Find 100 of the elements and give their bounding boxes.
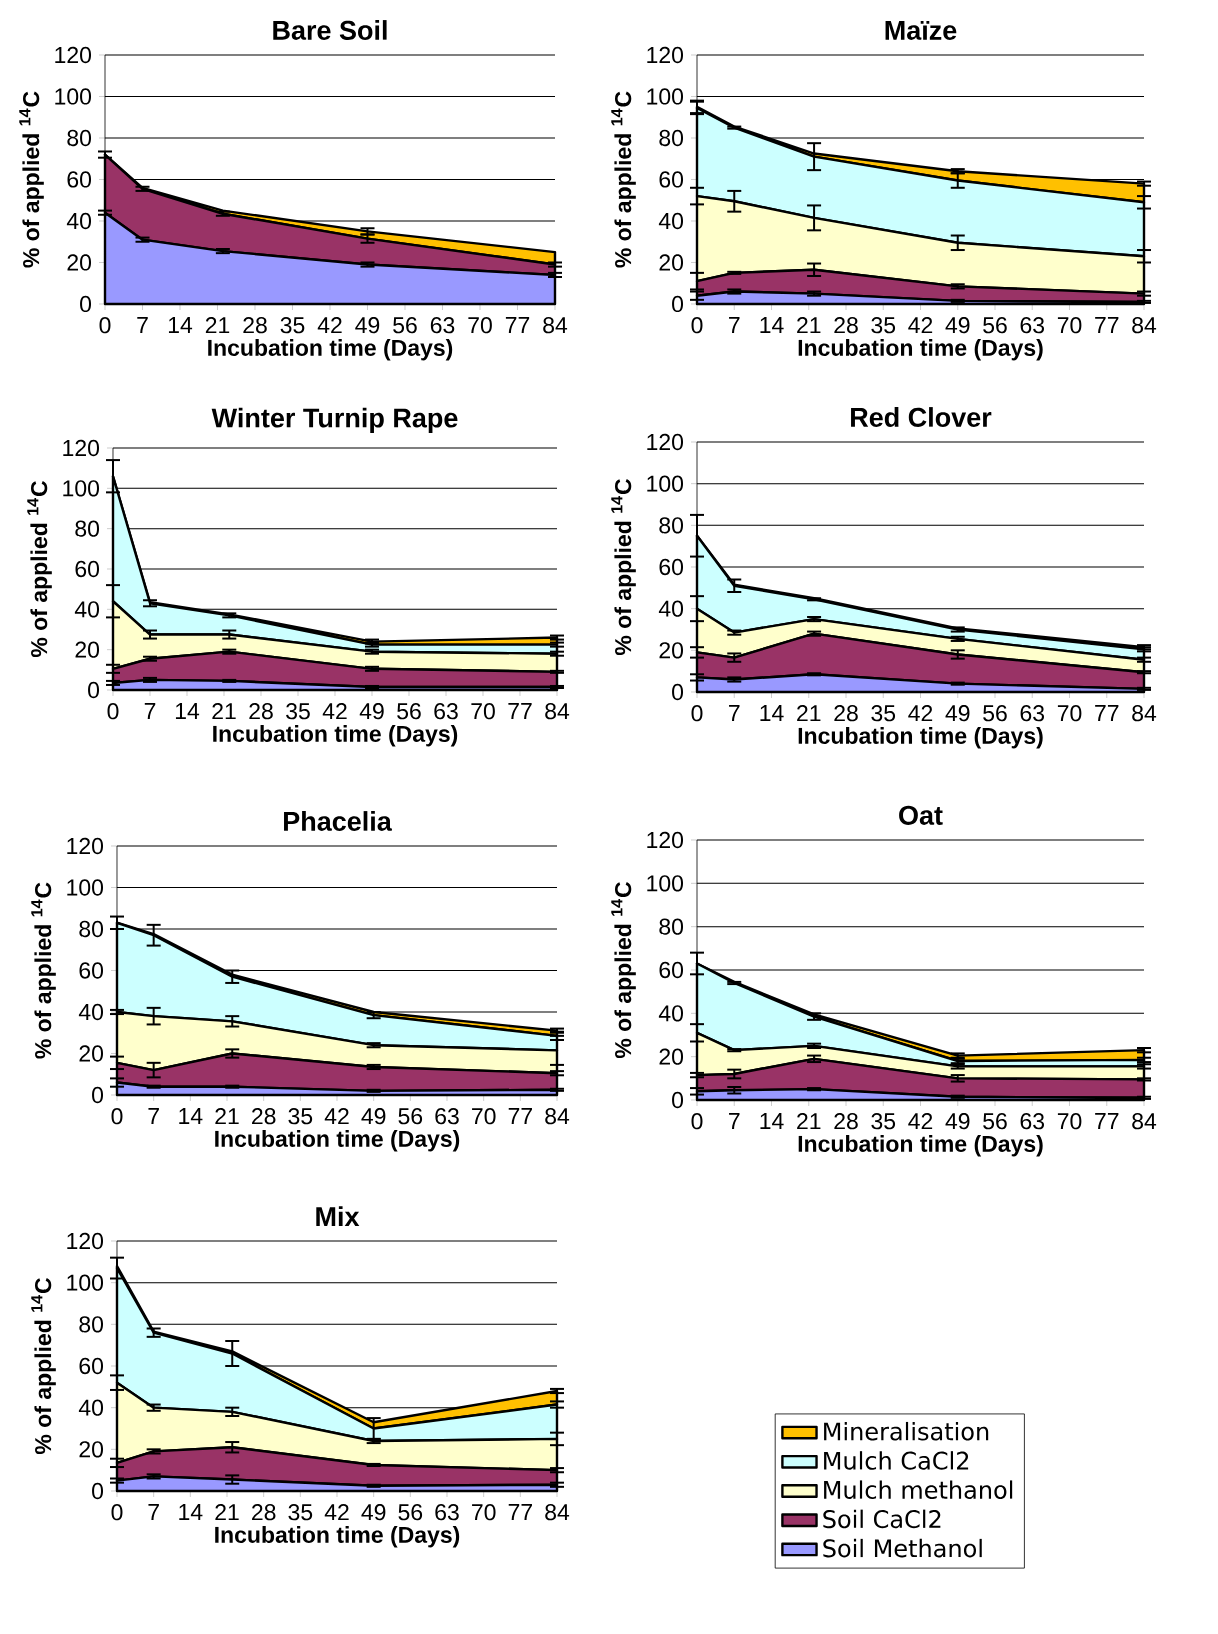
y-tick-label: 120 — [647, 46, 684, 64]
x-tick-label: 0 — [691, 317, 703, 334]
x-tick-label: 42 — [324, 1504, 349, 1521]
x-tick-label: 77 — [505, 317, 530, 333]
legend-label: Soil CaCl2 — [823, 1509, 941, 1529]
x-tick-label: 42 — [908, 317, 933, 334]
x-tick-label: 35 — [286, 703, 310, 720]
y-tick-label: 40 — [66, 212, 92, 230]
x-tick-label: 63 — [435, 1108, 459, 1125]
chart-title: Red Clover — [851, 407, 992, 427]
y-tick-label: 20 — [67, 254, 92, 271]
legend-label: Mulch methanol — [824, 1480, 1013, 1499]
chart-title: Mix — [316, 1206, 360, 1226]
y-tick-label: 80 — [79, 920, 104, 938]
x-tick-label: 84 — [545, 1108, 570, 1125]
y-tick-label: 100 — [647, 475, 684, 492]
x-tick-label: 42 — [908, 705, 933, 722]
x-tick-label: 14 — [175, 703, 200, 719]
x-tick-label: 35 — [288, 1504, 313, 1521]
x-tick-label: 77 — [1095, 317, 1119, 333]
x-tick-label: 21 — [205, 317, 230, 334]
y-tick-label: 0 — [92, 1482, 104, 1500]
x-tick-label: 70 — [472, 1108, 496, 1125]
x-tick-label: 56 — [398, 1108, 423, 1125]
x-tick-label: 63 — [434, 703, 458, 720]
x-axis-title: Incubation time (Days) — [213, 725, 458, 747]
x-tick-label: 35 — [871, 705, 896, 722]
y-tick-label: 120 — [63, 439, 100, 457]
x-tick-label: 0 — [691, 705, 703, 722]
x-tick-label: 84 — [545, 1504, 570, 1521]
x-axis-title: Incubation time (Days) — [215, 1130, 460, 1152]
y-tick-label: 40 — [78, 1003, 104, 1021]
x-tick-label: 21 — [797, 1113, 821, 1130]
x-tick-label: 84 — [543, 317, 568, 334]
x-tick-label: 21 — [797, 705, 821, 722]
y-axis-title: % of applied $^{14}$C — [611, 91, 636, 268]
y-tick-label: 60 — [659, 961, 684, 979]
chart-title: Winter Turnip Rape — [211, 407, 458, 433]
y-axis-title: % of applied $^{14}$C — [27, 480, 52, 658]
y-tick-label: 20 — [75, 641, 100, 658]
x-tick-label: 14 — [760, 705, 784, 721]
x-tick-label: 21 — [215, 1108, 239, 1125]
x-tick-label: 84 — [1132, 705, 1157, 722]
x-tick-label: 56 — [397, 703, 421, 720]
x-tick-label: 56 — [398, 1504, 423, 1521]
x-tick-label: 35 — [280, 317, 305, 334]
x-axis-title: Incubation time (Days) — [798, 1135, 1043, 1157]
y-tick-label: 120 — [67, 1232, 104, 1250]
y-tick-label: 80 — [79, 1316, 104, 1333]
y-tick-label: 80 — [659, 918, 684, 935]
x-tick-label: 14 — [179, 1108, 203, 1124]
x-tick-label: 70 — [1057, 705, 1082, 722]
x-tick-label: 63 — [1020, 705, 1045, 722]
y-tick-label: 40 — [74, 601, 100, 618]
y-tick-label: 20 — [659, 642, 684, 659]
x-tick-label: 35 — [871, 317, 896, 334]
y-axis-title: % of applied $^{14}$C — [31, 882, 56, 1059]
x-axis-title: Incubation time (Days) — [215, 1526, 460, 1548]
y-tick-label: 60 — [67, 171, 92, 188]
x-tick-label: 84 — [1132, 1113, 1157, 1130]
x-tick-label: 7 — [148, 1108, 159, 1124]
x-tick-label: 70 — [1057, 1113, 1082, 1130]
y-tick-label: 0 — [92, 1086, 104, 1104]
x-tick-label: 28 — [834, 1113, 858, 1130]
x-tick-label: 28 — [252, 1108, 276, 1125]
y-tick-label: 40 — [658, 600, 684, 617]
x-tick-label: 42 — [908, 1113, 933, 1130]
y-tick-label: 60 — [75, 560, 100, 578]
x-tick-label: 0 — [691, 1113, 703, 1130]
x-tick-label: 7 — [137, 317, 148, 333]
x-tick-label: 77 — [1095, 705, 1119, 721]
x-tick-label: 49 — [361, 1504, 386, 1521]
y-tick-label: 40 — [658, 1005, 684, 1022]
chart-title: Oat — [899, 805, 943, 825]
y-tick-label: 60 — [659, 558, 684, 576]
x-tick-label: 56 — [983, 317, 1007, 334]
x-tick-label: 49 — [945, 1113, 970, 1130]
x-tick-label: 56 — [983, 1113, 1007, 1130]
y-tick-label: 120 — [55, 46, 92, 64]
x-tick-label: 0 — [111, 1108, 123, 1125]
x-tick-label: 14 — [168, 317, 193, 333]
x-tick-label: 84 — [545, 703, 570, 720]
y-axis-title: % of applied $^{14}$C — [611, 478, 636, 656]
x-tick-label: 7 — [729, 317, 740, 333]
legend-label: Mulch CaCl2 — [824, 1451, 969, 1470]
y-axis-title: % of applied $^{14}$C — [611, 881, 636, 1059]
x-tick-label: 7 — [729, 705, 740, 721]
y-tick-label: 60 — [79, 1357, 104, 1375]
x-tick-label: 14 — [179, 1504, 203, 1520]
x-tick-label: 28 — [249, 703, 273, 720]
x-tick-label: 77 — [508, 1108, 532, 1124]
x-tick-label: 63 — [1020, 1113, 1045, 1130]
x-tick-label: 35 — [871, 1113, 896, 1130]
y-tick-label: 100 — [647, 88, 684, 105]
y-tick-label: 80 — [659, 517, 684, 534]
y-tick-label: 20 — [659, 254, 684, 271]
x-tick-label: 21 — [797, 317, 821, 334]
x-tick-label: 14 — [760, 317, 784, 333]
x-tick-label: 14 — [760, 1113, 784, 1129]
y-tick-label: 20 — [659, 1048, 684, 1065]
